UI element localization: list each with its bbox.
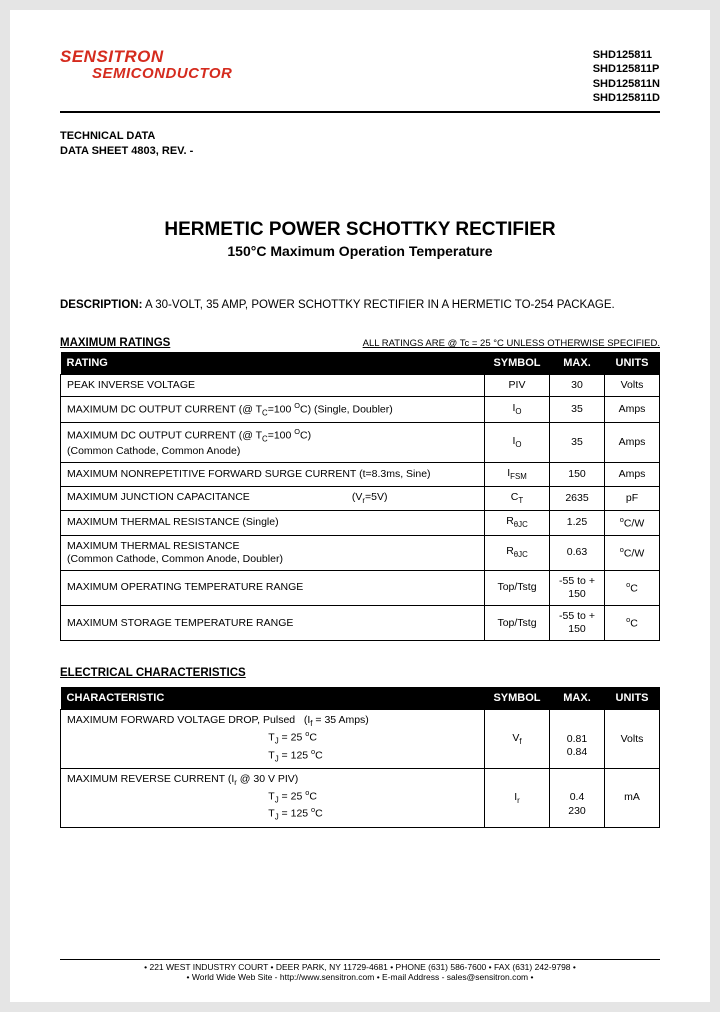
cell-units: oC: [605, 570, 660, 605]
table-row: MAXIMUM REVERSE CURRENT (Ir @ 30 V PIV) …: [61, 769, 660, 828]
part-number: SHD125811P: [593, 62, 660, 76]
cell-symbol: PIV: [485, 374, 550, 396]
col-max: MAX.: [550, 352, 605, 375]
table-row: MAXIMUM DC OUTPUT CURRENT (@ TC=100 OC)(…: [61, 423, 660, 463]
cell-max: 30: [550, 374, 605, 396]
table-row: MAXIMUM DC OUTPUT CURRENT (@ TC=100 OC) …: [61, 397, 660, 423]
footer: • 221 WEST INDUSTRY COURT • DEER PARK, N…: [60, 959, 660, 982]
table-row: MAXIMUM STORAGE TEMPERATURE RANGE Top/Ts…: [61, 606, 660, 641]
logo-line-1: SENSITRON: [60, 48, 232, 66]
divider: [60, 111, 660, 113]
cell-max: 35: [550, 423, 605, 463]
cell-max: 0.4230: [550, 769, 605, 828]
ratings-table: RATING SYMBOL MAX. UNITS PEAK INVERSE VO…: [60, 352, 660, 641]
cell-symbol: Ir: [485, 769, 550, 828]
ratings-note: ALL RATINGS ARE @ Tc = 25 °C UNLESS OTHE…: [363, 338, 660, 349]
desc-body: A 30-VOLT, 35 AMP, POWER SCHOTTKY RECTIF…: [142, 299, 614, 311]
part-number: SHD125811D: [593, 91, 660, 105]
table-row: MAXIMUM THERMAL RESISTANCE (Single) RθJC…: [61, 510, 660, 535]
col-symbol: SYMBOL: [485, 352, 550, 375]
sub-title: 150°C Maximum Operation Temperature: [60, 243, 660, 259]
cell-symbol: IO: [485, 423, 550, 463]
col-characteristic: CHARACTERISTIC: [61, 687, 485, 710]
cell-rating: MAXIMUM NONREPETITIVE FORWARD SURGE CURR…: [61, 463, 485, 487]
table-header-row: CHARACTERISTIC SYMBOL MAX. UNITS: [61, 687, 660, 710]
desc-label: DESCRIPTION:: [60, 299, 142, 311]
cell-units: Volts: [605, 710, 660, 769]
datasheet-page: SENSITRON SEMICONDUCTOR SHD125811 SHD125…: [10, 10, 710, 1002]
footer-web: • World Wide Web Site - http://www.sensi…: [60, 972, 660, 982]
cell-rating: MAXIMUM OPERATING TEMPERATURE RANGE: [61, 570, 485, 605]
elec-table: CHARACTERISTIC SYMBOL MAX. UNITS MAXIMUM…: [60, 687, 660, 828]
col-max: MAX.: [550, 687, 605, 710]
cell-rating: PEAK INVERSE VOLTAGE: [61, 374, 485, 396]
cell-rating: MAXIMUM DC OUTPUT CURRENT (@ TC=100 OC)(…: [61, 423, 485, 463]
cell-symbol: RθJC: [485, 535, 550, 570]
cell-units: oC/W: [605, 510, 660, 535]
header: SENSITRON SEMICONDUCTOR SHD125811 SHD125…: [60, 48, 660, 105]
main-title: HERMETIC POWER SCHOTTKY RECTIFIER: [60, 219, 660, 241]
ratings-header-row: MAXIMUM RATINGS ALL RATINGS ARE @ Tc = 2…: [60, 337, 660, 352]
cell-symbol: IO: [485, 397, 550, 423]
cell-max: 1.25: [550, 510, 605, 535]
cell-max: 35: [550, 397, 605, 423]
elec-heading: ELECTRICAL CHARACTERISTICS: [60, 667, 660, 679]
cell-units: Amps: [605, 397, 660, 423]
part-number: SHD125811: [593, 48, 660, 62]
ratings-heading: MAXIMUM RATINGS: [60, 337, 170, 349]
cell-symbol: RθJC: [485, 510, 550, 535]
description: DESCRIPTION: A 30-VOLT, 35 AMP, POWER SC…: [60, 299, 660, 311]
cell-rating: MAXIMUM DC OUTPUT CURRENT (@ TC=100 OC) …: [61, 397, 485, 423]
cell-max: 0.63: [550, 535, 605, 570]
cell-units: Amps: [605, 423, 660, 463]
cell-rating: MAXIMUM JUNCTION CAPACITANCE (Vr=5V): [61, 486, 485, 510]
cell-units: Amps: [605, 463, 660, 487]
cell-max: 0.810.84: [550, 710, 605, 769]
cell-units: oC: [605, 606, 660, 641]
cell-characteristic: MAXIMUM FORWARD VOLTAGE DROP, Pulsed (If…: [61, 710, 485, 769]
part-numbers: SHD125811 SHD125811P SHD125811N SHD12581…: [593, 48, 660, 105]
table-row: MAXIMUM THERMAL RESISTANCE(Common Cathod…: [61, 535, 660, 570]
cell-units: mA: [605, 769, 660, 828]
table-row: MAXIMUM NONREPETITIVE FORWARD SURGE CURR…: [61, 463, 660, 487]
cell-symbol: Top/Tstg: [485, 606, 550, 641]
cell-max: 2635: [550, 486, 605, 510]
table-header-row: RATING SYMBOL MAX. UNITS: [61, 352, 660, 375]
cell-units: Volts: [605, 374, 660, 396]
footer-address: • 221 WEST INDUSTRY COURT • DEER PARK, N…: [60, 962, 660, 972]
cell-rating: MAXIMUM STORAGE TEMPERATURE RANGE: [61, 606, 485, 641]
cell-symbol: Vf: [485, 710, 550, 769]
cell-units: oC/W: [605, 535, 660, 570]
col-symbol: SYMBOL: [485, 687, 550, 710]
table-row: MAXIMUM FORWARD VOLTAGE DROP, Pulsed (If…: [61, 710, 660, 769]
cell-characteristic: MAXIMUM REVERSE CURRENT (Ir @ 30 V PIV) …: [61, 769, 485, 828]
table-row: MAXIMUM OPERATING TEMPERATURE RANGE Top/…: [61, 570, 660, 605]
cell-units: pF: [605, 486, 660, 510]
table-row: MAXIMUM JUNCTION CAPACITANCE (Vr=5V) CT …: [61, 486, 660, 510]
logo-line-2: SEMICONDUCTOR: [60, 66, 232, 82]
tech-data-block: TECHNICAL DATA DATA SHEET 4803, REV. -: [60, 129, 660, 159]
cell-rating: MAXIMUM THERMAL RESISTANCE(Common Cathod…: [61, 535, 485, 570]
table-row: PEAK INVERSE VOLTAGE PIV 30 Volts: [61, 374, 660, 396]
datasheet-rev: DATA SHEET 4803, REV. -: [60, 144, 660, 159]
part-number: SHD125811N: [593, 77, 660, 91]
col-units: UNITS: [605, 687, 660, 710]
tech-data-label: TECHNICAL DATA: [60, 129, 660, 144]
cell-max: -55 to + 150: [550, 570, 605, 605]
cell-max: -55 to + 150: [550, 606, 605, 641]
col-units: UNITS: [605, 352, 660, 375]
cell-symbol: Top/Tstg: [485, 570, 550, 605]
cell-rating: MAXIMUM THERMAL RESISTANCE (Single): [61, 510, 485, 535]
cell-symbol: IFSM: [485, 463, 550, 487]
cell-symbol: CT: [485, 486, 550, 510]
company-logo: SENSITRON SEMICONDUCTOR: [60, 48, 232, 82]
col-rating: RATING: [61, 352, 485, 375]
cell-max: 150: [550, 463, 605, 487]
